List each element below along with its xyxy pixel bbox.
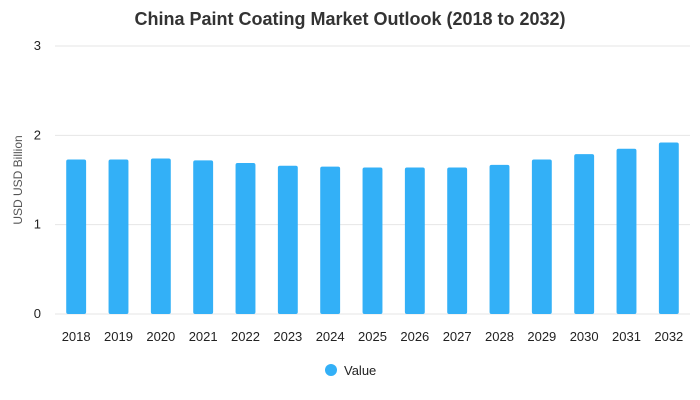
bar-2025[interactable] bbox=[362, 167, 383, 314]
bar-2030[interactable] bbox=[574, 154, 595, 314]
bar-2019[interactable] bbox=[108, 159, 129, 314]
bar-2022[interactable] bbox=[235, 163, 256, 314]
bar-2032[interactable] bbox=[658, 142, 679, 314]
x-tick-label: 2030 bbox=[570, 329, 599, 344]
x-tick-label: 2021 bbox=[189, 329, 218, 344]
x-tick-label: 2025 bbox=[358, 329, 387, 344]
bar-2021[interactable] bbox=[193, 160, 214, 314]
y-tick-label: 2 bbox=[34, 127, 41, 142]
bar-2029[interactable] bbox=[531, 159, 552, 314]
x-tick-label: 2020 bbox=[146, 329, 175, 344]
y-tick-label: 0 bbox=[34, 306, 41, 321]
bar-2028[interactable] bbox=[489, 164, 510, 314]
x-tick-label: 2031 bbox=[612, 329, 641, 344]
y-axis-ticks: 0 1 2 3 bbox=[34, 38, 41, 321]
y-tick-label: 1 bbox=[34, 217, 41, 232]
legend-label-value: Value bbox=[344, 363, 376, 378]
x-tick-label: 2028 bbox=[485, 329, 514, 344]
bar-2026[interactable] bbox=[404, 167, 425, 314]
bar-2024[interactable] bbox=[320, 166, 341, 314]
bar-2018[interactable] bbox=[66, 159, 87, 314]
bar-2031[interactable] bbox=[616, 148, 637, 314]
bars bbox=[66, 142, 679, 314]
y-axis-label: USD USD Billion bbox=[11, 135, 25, 224]
y-tick-label: 3 bbox=[34, 38, 41, 53]
chart-title: China Paint Coating Market Outlook (2018… bbox=[134, 9, 565, 29]
x-tick-label: 2026 bbox=[400, 329, 429, 344]
bar-2020[interactable] bbox=[150, 158, 171, 314]
x-tick-label: 2027 bbox=[443, 329, 472, 344]
x-tick-label: 2019 bbox=[104, 329, 133, 344]
x-axis-ticks: 2018 2019 2020 2021 2022 2023 2024 2025 2026 2027… bbox=[62, 329, 684, 344]
bar-2027[interactable] bbox=[447, 167, 468, 314]
x-tick-label: 2018 bbox=[62, 329, 91, 344]
bar-2023[interactable] bbox=[277, 165, 298, 314]
legend-marker-value bbox=[325, 364, 337, 376]
x-tick-label: 2023 bbox=[273, 329, 302, 344]
x-tick-label: 2029 bbox=[527, 329, 556, 344]
x-tick-label: 2032 bbox=[654, 329, 683, 344]
x-tick-label: 2024 bbox=[316, 329, 345, 344]
x-tick-label: 2022 bbox=[231, 329, 260, 344]
legend[interactable]: Value bbox=[325, 363, 376, 378]
